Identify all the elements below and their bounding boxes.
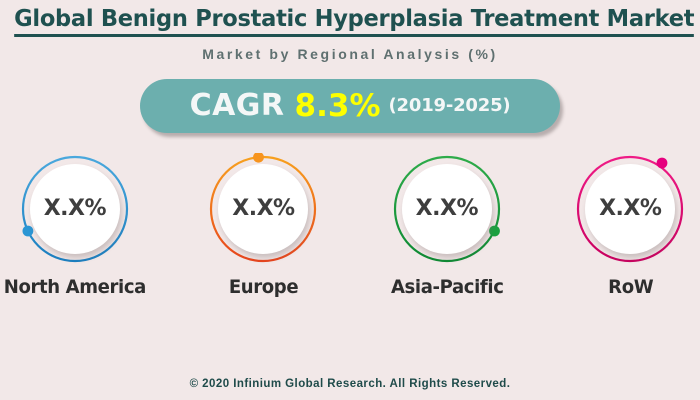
donut-ring-europe: X.X%	[207, 152, 319, 265]
cagr-period: (2019-2025)	[388, 95, 511, 117]
region-card-row: X.X% RoW	[561, 153, 700, 298]
header: Global Benign Prostatic Hyperplasia Trea…	[0, 0, 700, 62]
region-label-north-america: North America	[3, 275, 147, 298]
donut-ring-icon	[577, 155, 684, 262]
donut-ring-icon	[393, 155, 500, 262]
region-card-europe: X.X% Europe	[194, 152, 333, 298]
page-title: Global Benign Prostatic Hyperplasia Trea…	[14, 6, 695, 37]
region-value-asia-pacific: X.X%	[415, 196, 479, 222]
cagr-banner-wrap: CAGR 8.3% (2019-2025)	[0, 78, 700, 133]
donut-ring-north-america: X.X%	[19, 153, 131, 265]
region-value-north-america: X.X%	[43, 196, 107, 222]
region-label-europe: Europe	[228, 275, 299, 298]
page-subtitle: Market by Regional Analysis (%)	[202, 45, 498, 62]
donut-center-north-america: X.X%	[29, 163, 120, 254]
cagr-label: CAGR	[189, 88, 285, 124]
region-card-north-america: X.X% North America	[0, 153, 150, 298]
donut-center-row: X.X%	[585, 163, 676, 254]
region-value-europe: X.X%	[232, 196, 295, 222]
donut-center-asia-pacific: X.X%	[401, 163, 492, 254]
donut-ring-icon	[210, 152, 317, 262]
region-value-row: X.X%	[599, 196, 662, 222]
donut-ring-icon	[21, 155, 128, 262]
cagr-value: 8.3%	[294, 87, 381, 124]
region-label-row: RoW	[607, 275, 653, 298]
donut-center-europe: X.X%	[218, 163, 309, 254]
region-ring-row: X.X% North America X.X% Europe	[0, 152, 700, 298]
cagr-banner: CAGR 8.3% (2019-2025)	[140, 78, 560, 133]
donut-ring-row: X.X%	[574, 153, 686, 265]
region-label-asia-pacific: Asia-Pacific	[390, 275, 504, 298]
donut-ring-asia-pacific: X.X%	[391, 153, 503, 265]
region-card-asia-pacific: X.X% Asia-Pacific	[377, 153, 516, 298]
copyright-footer: © 2020 Infinium Global Research. All Rig…	[189, 378, 511, 390]
